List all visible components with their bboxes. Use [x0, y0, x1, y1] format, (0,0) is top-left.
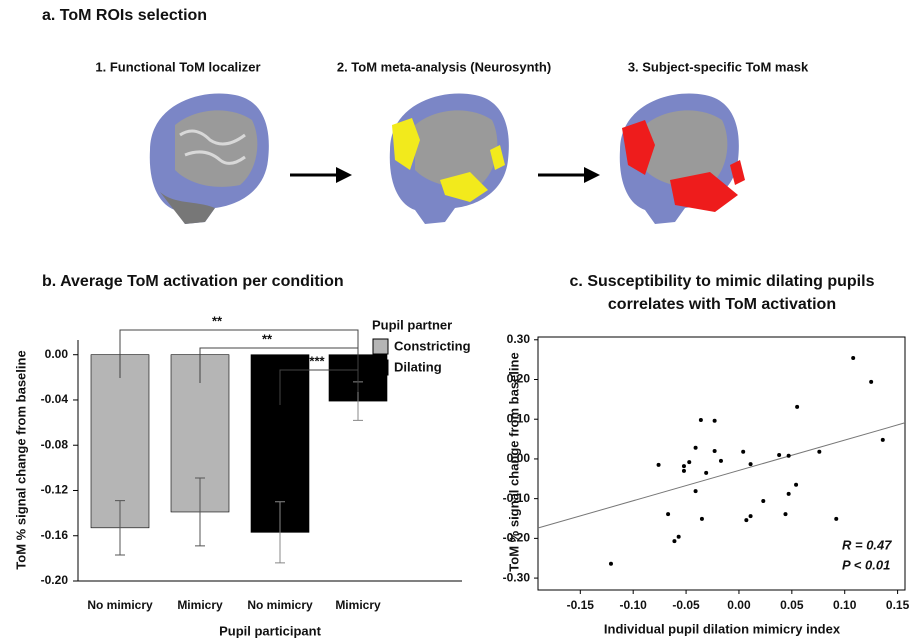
- significance-label: **: [212, 313, 223, 328]
- point: [666, 512, 670, 516]
- point: [682, 469, 686, 473]
- chart-title: b. Average ToM activation per condition: [42, 273, 344, 290]
- step-label: 2. ToM meta-analysis (Neurosynth): [337, 59, 551, 74]
- point: [682, 464, 686, 468]
- chart-title: c. Susceptibility to mimic dilating pupi…: [570, 273, 875, 290]
- x-tick-label: 0.05: [780, 598, 804, 612]
- point: [609, 562, 613, 566]
- chart-title: correlates with ToM activation: [608, 296, 836, 313]
- figure: a. ToM ROIs selection 1. Functional ToM …: [0, 0, 912, 641]
- point: [794, 483, 798, 487]
- step-label: 1. Functional ToM localizer: [95, 59, 260, 74]
- x-tick-label: 0.00: [727, 598, 751, 612]
- y-axis-label: ToM % signal change from baseline: [506, 352, 521, 571]
- y-tick-label: -0.16: [41, 528, 69, 542]
- x-tick-label: -0.05: [672, 598, 700, 612]
- y-axis-label: ToM % signal change from baseline: [13, 350, 28, 569]
- point: [694, 446, 698, 450]
- point: [700, 517, 704, 521]
- point: [704, 471, 708, 475]
- significance-label: **: [262, 331, 273, 346]
- legend-title: Pupil partner: [372, 317, 452, 332]
- point: [787, 492, 791, 496]
- brain-3: [620, 93, 745, 224]
- y-tick-label: -0.04: [41, 392, 69, 406]
- point: [795, 405, 799, 409]
- point: [672, 539, 676, 543]
- point: [869, 380, 873, 384]
- point: [787, 454, 791, 458]
- brain-1: [150, 93, 269, 224]
- point: [761, 499, 765, 503]
- point: [713, 449, 717, 453]
- point: [713, 419, 717, 423]
- point: [699, 418, 703, 422]
- point: [694, 489, 698, 493]
- x-tick-label: Mimicry: [177, 598, 223, 612]
- legend-swatch: [373, 360, 388, 375]
- annotation: R = 0.47: [842, 537, 892, 552]
- y-tick-label: 0.00: [45, 347, 69, 361]
- point: [881, 438, 885, 442]
- x-axis-label: Individual pupil dilation mimicry index: [604, 621, 841, 636]
- point: [687, 460, 691, 464]
- point: [834, 517, 838, 521]
- x-axis-label: Pupil participant: [219, 623, 322, 638]
- y-tick-label: -0.12: [41, 483, 69, 497]
- y-tick-label: 0.30: [507, 332, 531, 346]
- legend-label: Constricting: [394, 338, 471, 353]
- point: [851, 356, 855, 360]
- x-tick-label: Mimicry: [335, 598, 381, 612]
- y-tick-label: -0.08: [41, 437, 69, 451]
- y-tick-label: -0.20: [41, 573, 69, 587]
- x-tick-label: No mimicry: [247, 598, 313, 612]
- step-label: 3. Subject-specific ToM mask: [628, 59, 809, 74]
- x-tick-label: 0.10: [833, 598, 857, 612]
- x-tick-label: -0.15: [567, 598, 595, 612]
- point: [749, 462, 753, 466]
- point: [719, 459, 723, 463]
- x-tick-label: No mimicry: [87, 598, 153, 612]
- point: [777, 453, 781, 457]
- point: [817, 450, 821, 454]
- panel-title: a. ToM ROIs selection: [42, 7, 207, 24]
- legend-swatch: [373, 339, 388, 354]
- x-tick-label: -0.10: [620, 598, 648, 612]
- legend-label: Dilating: [394, 359, 442, 374]
- point: [749, 514, 753, 518]
- point: [783, 512, 787, 516]
- x-tick-label: 0.15: [886, 598, 910, 612]
- significance-label: ***: [309, 353, 325, 368]
- point: [744, 518, 748, 522]
- point: [657, 463, 661, 467]
- annotation: P < 0.01: [842, 557, 890, 572]
- brain-2: [390, 93, 509, 224]
- fit-line: [538, 423, 905, 528]
- point: [741, 450, 745, 454]
- point: [677, 535, 681, 539]
